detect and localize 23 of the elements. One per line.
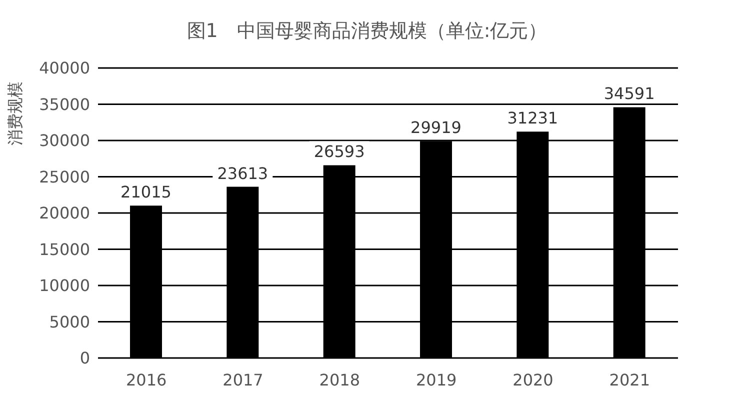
data-label: 26593	[314, 142, 365, 162]
x-tick-label: 2020	[512, 370, 554, 390]
x-tick-label: 2017	[222, 370, 264, 390]
data-label: 29919	[410, 118, 462, 138]
y-axis-title: 消费规模	[6, 80, 26, 148]
y-tick-label: 40000	[39, 58, 90, 78]
y-tick-label: 25000	[39, 167, 90, 186]
y-tick-label: 35000	[39, 94, 90, 114]
y-tick-label: 20000	[39, 204, 90, 223]
x-tick-label: 2021	[609, 370, 650, 390]
data-label: 31231	[507, 108, 558, 128]
x-tick-label: 2019	[416, 370, 457, 390]
x-tick-label: 2016	[126, 370, 167, 390]
y-tick-label: 5000	[49, 312, 90, 332]
y-tick-label: 30000	[39, 131, 90, 150]
x-tick-label: 2018	[319, 370, 360, 390]
data-label: 21015	[120, 182, 172, 202]
y-tick-label: 10000	[39, 276, 90, 296]
chart-title: 图1 中国母婴商品消费规模（单位:亿元）	[186, 19, 548, 44]
data-label: 23613	[217, 164, 268, 183]
data-label: 34591	[604, 84, 655, 104]
y-tick-label: 15000	[39, 240, 90, 259]
y-tick-label: 0	[80, 348, 90, 368]
